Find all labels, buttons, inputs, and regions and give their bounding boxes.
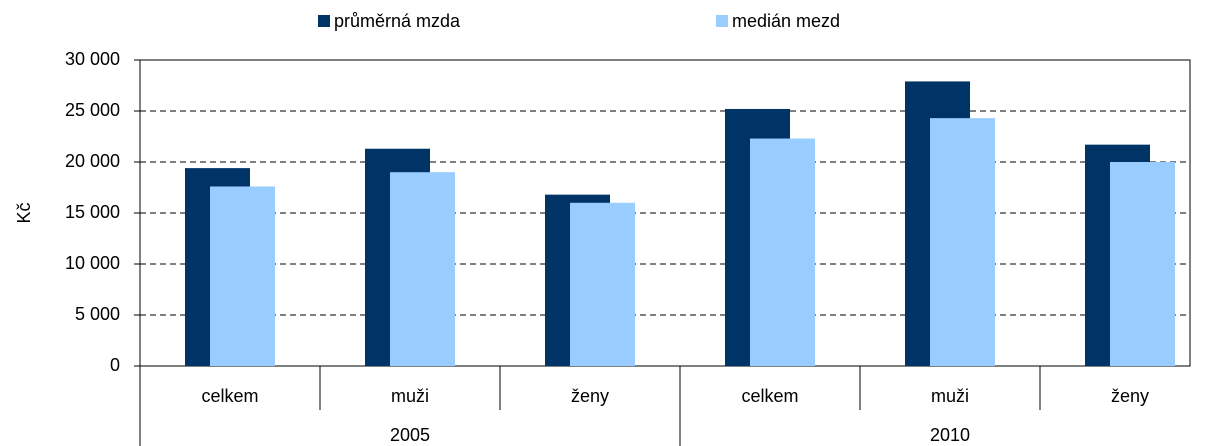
x-tick-label: muži — [391, 386, 429, 406]
plot-frame — [139, 59, 1191, 367]
bar — [1110, 162, 1175, 366]
legend-label: medián mezd — [732, 11, 840, 31]
x-tick-label: muži — [931, 386, 969, 406]
y-tick-label: 20 000 — [65, 151, 120, 171]
y-tick-label: 30 000 — [65, 49, 120, 69]
legend-swatch — [716, 15, 728, 27]
x-tick-label: celkem — [741, 386, 798, 406]
group-label: 2005 — [390, 425, 430, 445]
bar — [570, 202, 635, 366]
group-label: 2010 — [930, 425, 970, 445]
x-tick-label: celkem — [201, 386, 258, 406]
y-tick-label: 0 — [110, 355, 120, 375]
y-tick-label: 15 000 — [65, 202, 120, 222]
legend-label: průměrná mzda — [334, 11, 461, 31]
bar — [930, 118, 995, 366]
y-axis-label: Kč — [14, 202, 34, 223]
y-tick-label: 10 000 — [65, 253, 120, 273]
bar — [390, 172, 455, 366]
y-tick-label: 5 000 — [75, 304, 120, 324]
bar — [750, 138, 815, 366]
y-tick-label: 25 000 — [65, 100, 120, 120]
x-tick-label: ženy — [571, 386, 609, 406]
x-tick-label: ženy — [1111, 386, 1149, 406]
legend-swatch — [318, 15, 330, 27]
bar — [210, 186, 275, 366]
